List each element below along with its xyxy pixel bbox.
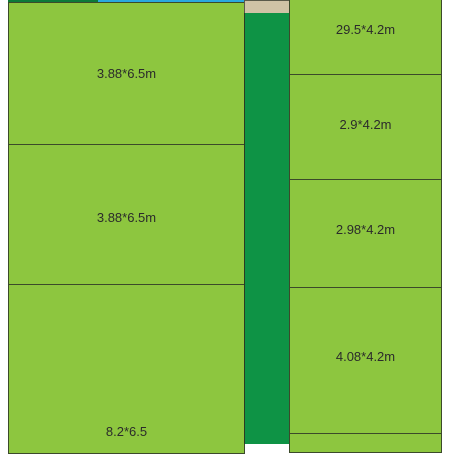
left-plot-2-label: 3.88*6.5m (96, 210, 157, 225)
right-plot-2-label: 2.9*4.2m (339, 117, 392, 132)
right-plot-3-label: 2.98*4.2m (335, 222, 396, 237)
floor-plan-diagram: 3.88*6.5m 3.88*6.5m 8.2*6.5 29.5*4.2m 2.… (8, 0, 442, 454)
right-plot-1: 29.5*4.2m (289, 0, 442, 76)
top-left-strip (8, 0, 98, 3)
left-plot-2: 3.88*6.5m (8, 144, 245, 285)
green-corridor (244, 13, 290, 444)
left-plot-1: 3.88*6.5m (8, 2, 245, 145)
right-plot-1-label: 29.5*4.2m (335, 22, 396, 37)
right-plot-2: 2.9*4.2m (289, 74, 442, 180)
left-plot-3-label: 8.2*6.5 (105, 424, 148, 439)
left-plot-1-label: 3.88*6.5m (96, 66, 157, 81)
left-plot-3: 8.2*6.5 (8, 284, 245, 454)
right-plot-5 (289, 433, 442, 453)
right-plot-3: 2.98*4.2m (289, 179, 442, 288)
right-plot-4: 4.08*4.2m (289, 287, 442, 434)
right-plot-4-label: 4.08*4.2m (335, 349, 396, 364)
water-strip (98, 0, 244, 3)
corridor-entrance (244, 0, 290, 14)
